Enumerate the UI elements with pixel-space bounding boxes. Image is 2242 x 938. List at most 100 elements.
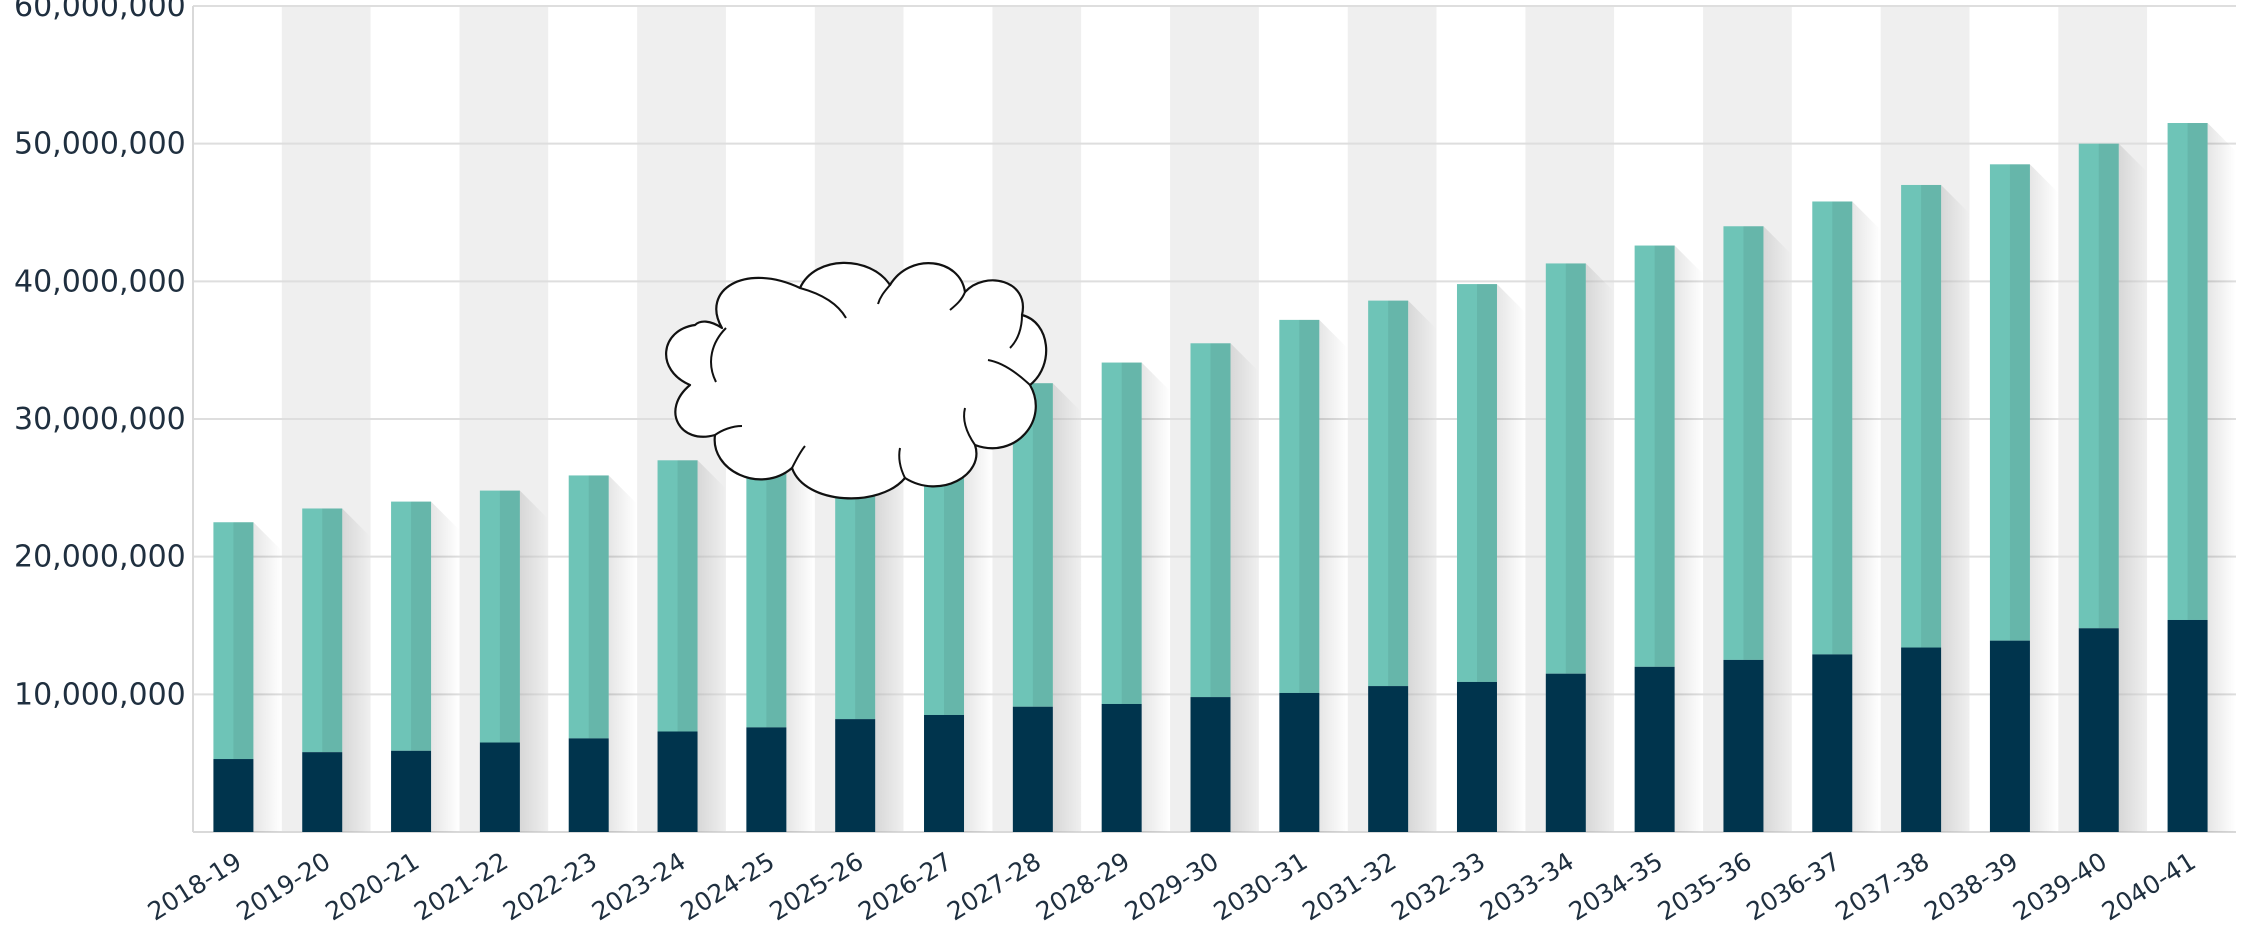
x-tick-label: 2023-24: [587, 846, 691, 926]
bar-shadow: [253, 522, 282, 832]
bar-shadow: [2118, 143, 2147, 832]
bar-segment-lower: [1812, 654, 1853, 832]
x-tick-label: 2036-37: [1741, 846, 1845, 926]
bar-segment-lower: [924, 714, 965, 832]
bar-shadow: [1941, 184, 1970, 832]
bar-segment-upper: [1634, 245, 1675, 667]
bar-segment-upper-shade: [1388, 300, 1409, 687]
bar-segment-lower: [1279, 692, 1320, 832]
bar-shadow: [1319, 319, 1348, 832]
x-tick-label: 2039-40: [2008, 846, 2112, 926]
bar-segment-upper-shade: [1121, 362, 1142, 704]
x-tick-label: 2033-34: [1475, 846, 1579, 926]
bar-segment-upper: [479, 490, 520, 743]
x-tick-label: 2018-19: [143, 846, 247, 926]
bar-segment-upper-shade: [1654, 245, 1675, 667]
bar-segment-upper: [1101, 362, 1142, 704]
bar-segment-lower: [657, 731, 698, 832]
x-axis-ticks: 2018-192019-202020-212021-222022-232023-…: [143, 846, 2201, 926]
x-tick-label: 2038-39: [1919, 846, 2023, 926]
bar-segment-upper: [2078, 143, 2119, 629]
bar-segment-upper: [657, 460, 698, 732]
bar-segment-upper-shade: [766, 442, 787, 728]
bar-segment-upper-shade: [2098, 143, 2119, 629]
bar-segment-lower: [1101, 703, 1142, 832]
bar-segment-upper: [391, 501, 432, 751]
x-tick-label: 2026-27: [853, 846, 957, 926]
y-tick-label: 10,000,000: [14, 677, 186, 712]
bar-segment-upper-shade: [1921, 184, 1942, 648]
y-tick-label: 40,000,000: [14, 264, 186, 299]
bar-segment-lower: [1456, 681, 1497, 832]
x-tick-label: 2031-32: [1297, 846, 1401, 926]
bar-segment-lower: [568, 738, 609, 832]
bar-segment-lower: [213, 759, 254, 832]
bar-segment-upper: [302, 508, 343, 753]
bar-shadow: [786, 442, 815, 832]
bar-shadow: [1141, 362, 1170, 832]
bar-segment-upper-shade: [2187, 123, 2208, 620]
bar-segment-lower: [2078, 628, 2119, 832]
bar-segment-lower: [746, 727, 787, 832]
bar-segment-upper: [1545, 263, 1586, 674]
bar-segment-upper: [1279, 319, 1320, 693]
x-tick-label: 2040-41: [2097, 846, 2201, 926]
bar-segment-upper-shade: [1476, 284, 1497, 682]
bar-segment-lower: [2167, 619, 2208, 832]
bar-shadow: [1052, 383, 1081, 832]
x-tick-label: 2025-26: [764, 846, 868, 926]
bar-segment-upper: [568, 475, 609, 739]
bar-segment-lower: [1901, 647, 1942, 832]
y-tick-label: 50,000,000: [14, 127, 186, 162]
y-tick-label: 30,000,000: [14, 402, 186, 437]
bar-segment-upper: [1723, 226, 1764, 660]
x-tick-label: 2034-35: [1564, 846, 1668, 926]
bar-segment-upper: [1190, 343, 1231, 698]
bar-segment-upper-shade: [1743, 226, 1764, 660]
bar-segment-upper-shade: [411, 501, 432, 751]
bar-segment-upper-shade: [588, 475, 609, 739]
bar-shadow: [342, 508, 371, 832]
x-tick-label: 2022-23: [498, 846, 602, 926]
x-tick-label: 2030-31: [1209, 846, 1313, 926]
bar-segment-lower: [1545, 673, 1586, 832]
bar-segment-upper: [1812, 201, 1853, 655]
bar-segment-upper: [2167, 123, 2208, 620]
bar-shadow: [519, 490, 548, 832]
x-tick-label: 2021-22: [409, 846, 513, 926]
x-tick-label: 2028-29: [1031, 846, 1135, 926]
bar-segment-lower: [1634, 666, 1675, 832]
bar-shadow: [697, 460, 726, 832]
x-tick-label: 2024-25: [676, 846, 780, 926]
bar-segment-upper-shade: [233, 522, 254, 760]
bar-segment-upper-shade: [1832, 201, 1853, 655]
bar-segment-lower: [302, 752, 343, 832]
bar-shadow: [2029, 164, 2058, 833]
bar-segment-upper: [1901, 184, 1942, 648]
bar-segment-lower: [479, 742, 520, 832]
x-tick-label: 2029-30: [1120, 846, 1224, 926]
y-tick-label: 20,000,000: [14, 540, 186, 575]
bar-segment-upper: [1368, 300, 1409, 687]
bar-segment-upper-shade: [855, 425, 876, 720]
bar-segment-lower: [1368, 686, 1409, 832]
bar-shadow: [2207, 123, 2236, 833]
bar-shadow: [1585, 263, 1614, 833]
x-tick-label: 2019-20: [231, 846, 335, 926]
bar-segment-lower: [391, 750, 432, 832]
bar-shadow: [1230, 343, 1259, 832]
bar-segment-upper-shade: [677, 460, 698, 732]
bar-shadow: [431, 501, 460, 832]
x-tick-label: 2020-21: [320, 846, 424, 926]
bar-segment-upper-shade: [1299, 319, 1320, 693]
x-tick-label: 2032-33: [1386, 846, 1490, 926]
bar-segment-upper-shade: [499, 490, 520, 743]
bar-segment-upper: [1989, 164, 2030, 641]
bar-shadows: [253, 123, 2236, 833]
bar-segment-upper-shade: [2009, 164, 2030, 641]
bar-segment-lower: [1012, 706, 1053, 832]
y-axis-ticks: 10,000,000 20,000,000 30,000,000 40,000,000…: [14, 0, 186, 712]
x-tick-label: 2027-28: [942, 846, 1046, 926]
cloud-shape: [665, 261, 1048, 500]
